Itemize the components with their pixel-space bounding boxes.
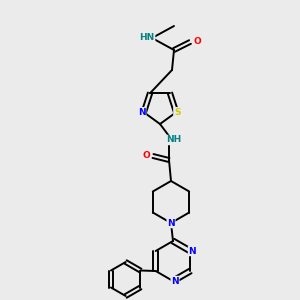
Text: N: N [138,108,146,117]
Text: O: O [193,38,201,46]
Text: HN: HN [140,34,154,43]
Text: N: N [167,218,175,227]
Text: S: S [174,108,180,117]
Text: N: N [188,247,196,256]
Text: NH: NH [167,136,182,145]
Text: O: O [142,152,150,160]
Text: N: N [171,277,179,286]
